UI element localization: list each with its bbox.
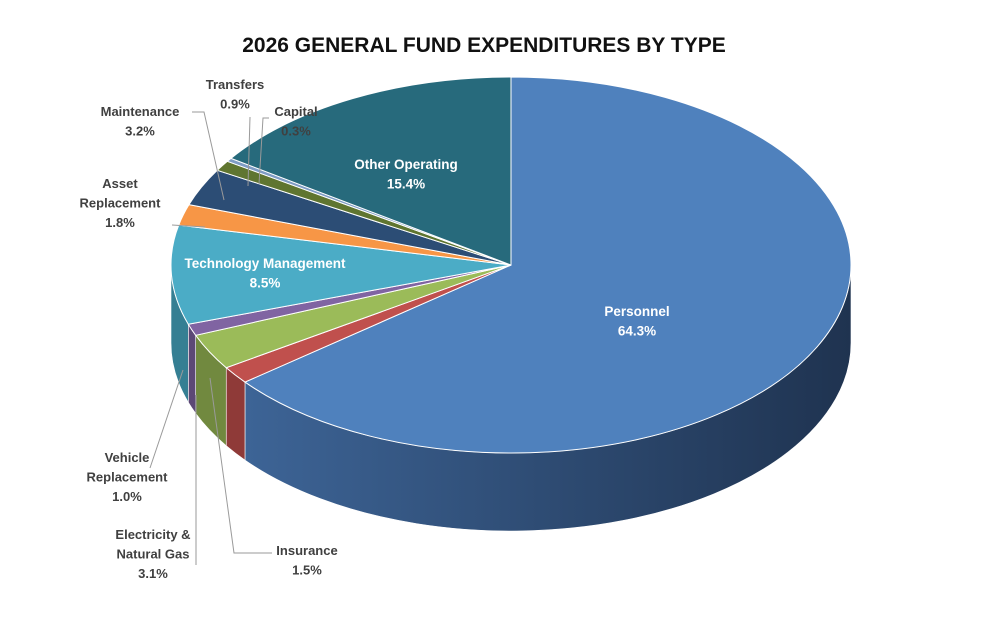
side-insurance — [225, 367, 246, 461]
leader-lines — [149, 111, 272, 565]
name-technology-management: Technology Management — [184, 256, 346, 271]
name-vehicle-replacement: Replacement — [87, 470, 169, 485]
name-maintenance: Maintenance — [101, 104, 180, 119]
name-insurance: Insurance — [276, 543, 337, 558]
leader-capital — [258, 117, 269, 185]
label-vehicle-replacement: Vehicle Replacement 1.0% — [87, 450, 169, 504]
label-transfers: Transfers 0.9% — [206, 77, 265, 112]
pct-maintenance: 3.2% — [125, 124, 155, 139]
label-electricity-natural-gas: Electricity & Natural Gas 3.1% — [115, 527, 190, 581]
pct-electricity-natural-gas: 3.1% — [138, 566, 168, 581]
leader-vehicle-replacement — [149, 369, 184, 469]
slice-personnel — [243, 76, 852, 454]
label-asset-replacement: Asset Replacement 1.8% — [80, 176, 162, 230]
pct-transfers: 0.9% — [220, 97, 250, 112]
label-technology-management: Technology Management 8.5% — [184, 256, 346, 291]
pct-insurance: 1.5% — [292, 563, 322, 578]
leader-maintenance — [192, 111, 225, 201]
label-maintenance: Maintenance 3.2% — [101, 104, 180, 139]
chart-title: 2026 GENERAL FUND EXPENDITURES BY TYPE — [242, 34, 726, 57]
slice-technology-management — [170, 224, 512, 325]
pct-capital: 0.3% — [281, 124, 311, 139]
label-personnel: Personnel 64.3% — [604, 304, 669, 339]
pct-technology-management: 8.5% — [250, 276, 281, 291]
name-other-operating: Other Operating — [354, 157, 458, 172]
pie-slices — [170, 76, 852, 454]
name-asset-replacement: Asset — [102, 176, 138, 191]
name-electricity-natural-gas: Natural Gas — [117, 547, 190, 562]
leader-asset-replacement — [171, 224, 206, 228]
label-insurance: Insurance 1.5% — [276, 543, 337, 578]
slice-labels: Personnel 64.3% Insurance 1.5% Electricity &… — [80, 77, 670, 581]
pct-personnel: 64.3% — [618, 324, 656, 339]
label-capital: Capital 0.3% — [274, 104, 317, 139]
name-asset-replacement: Replacement — [80, 196, 162, 211]
slice-other-operating — [230, 76, 512, 266]
pct-other-operating: 15.4% — [387, 177, 425, 192]
name-capital: Capital — [274, 104, 317, 119]
name-vehicle-replacement: Vehicle — [105, 450, 150, 465]
name-personnel: Personnel — [604, 304, 669, 319]
label-other-operating: Other Operating 15.4% — [354, 157, 458, 192]
leader-insurance — [209, 377, 272, 554]
leader-transfers — [247, 116, 251, 187]
name-electricity-natural-gas: Electricity & — [115, 527, 190, 542]
pct-vehicle-replacement: 1.0% — [112, 489, 142, 504]
pct-asset-replacement: 1.8% — [105, 215, 135, 230]
side-vehicle-replacement — [188, 323, 196, 415]
name-transfers: Transfers — [206, 77, 265, 92]
